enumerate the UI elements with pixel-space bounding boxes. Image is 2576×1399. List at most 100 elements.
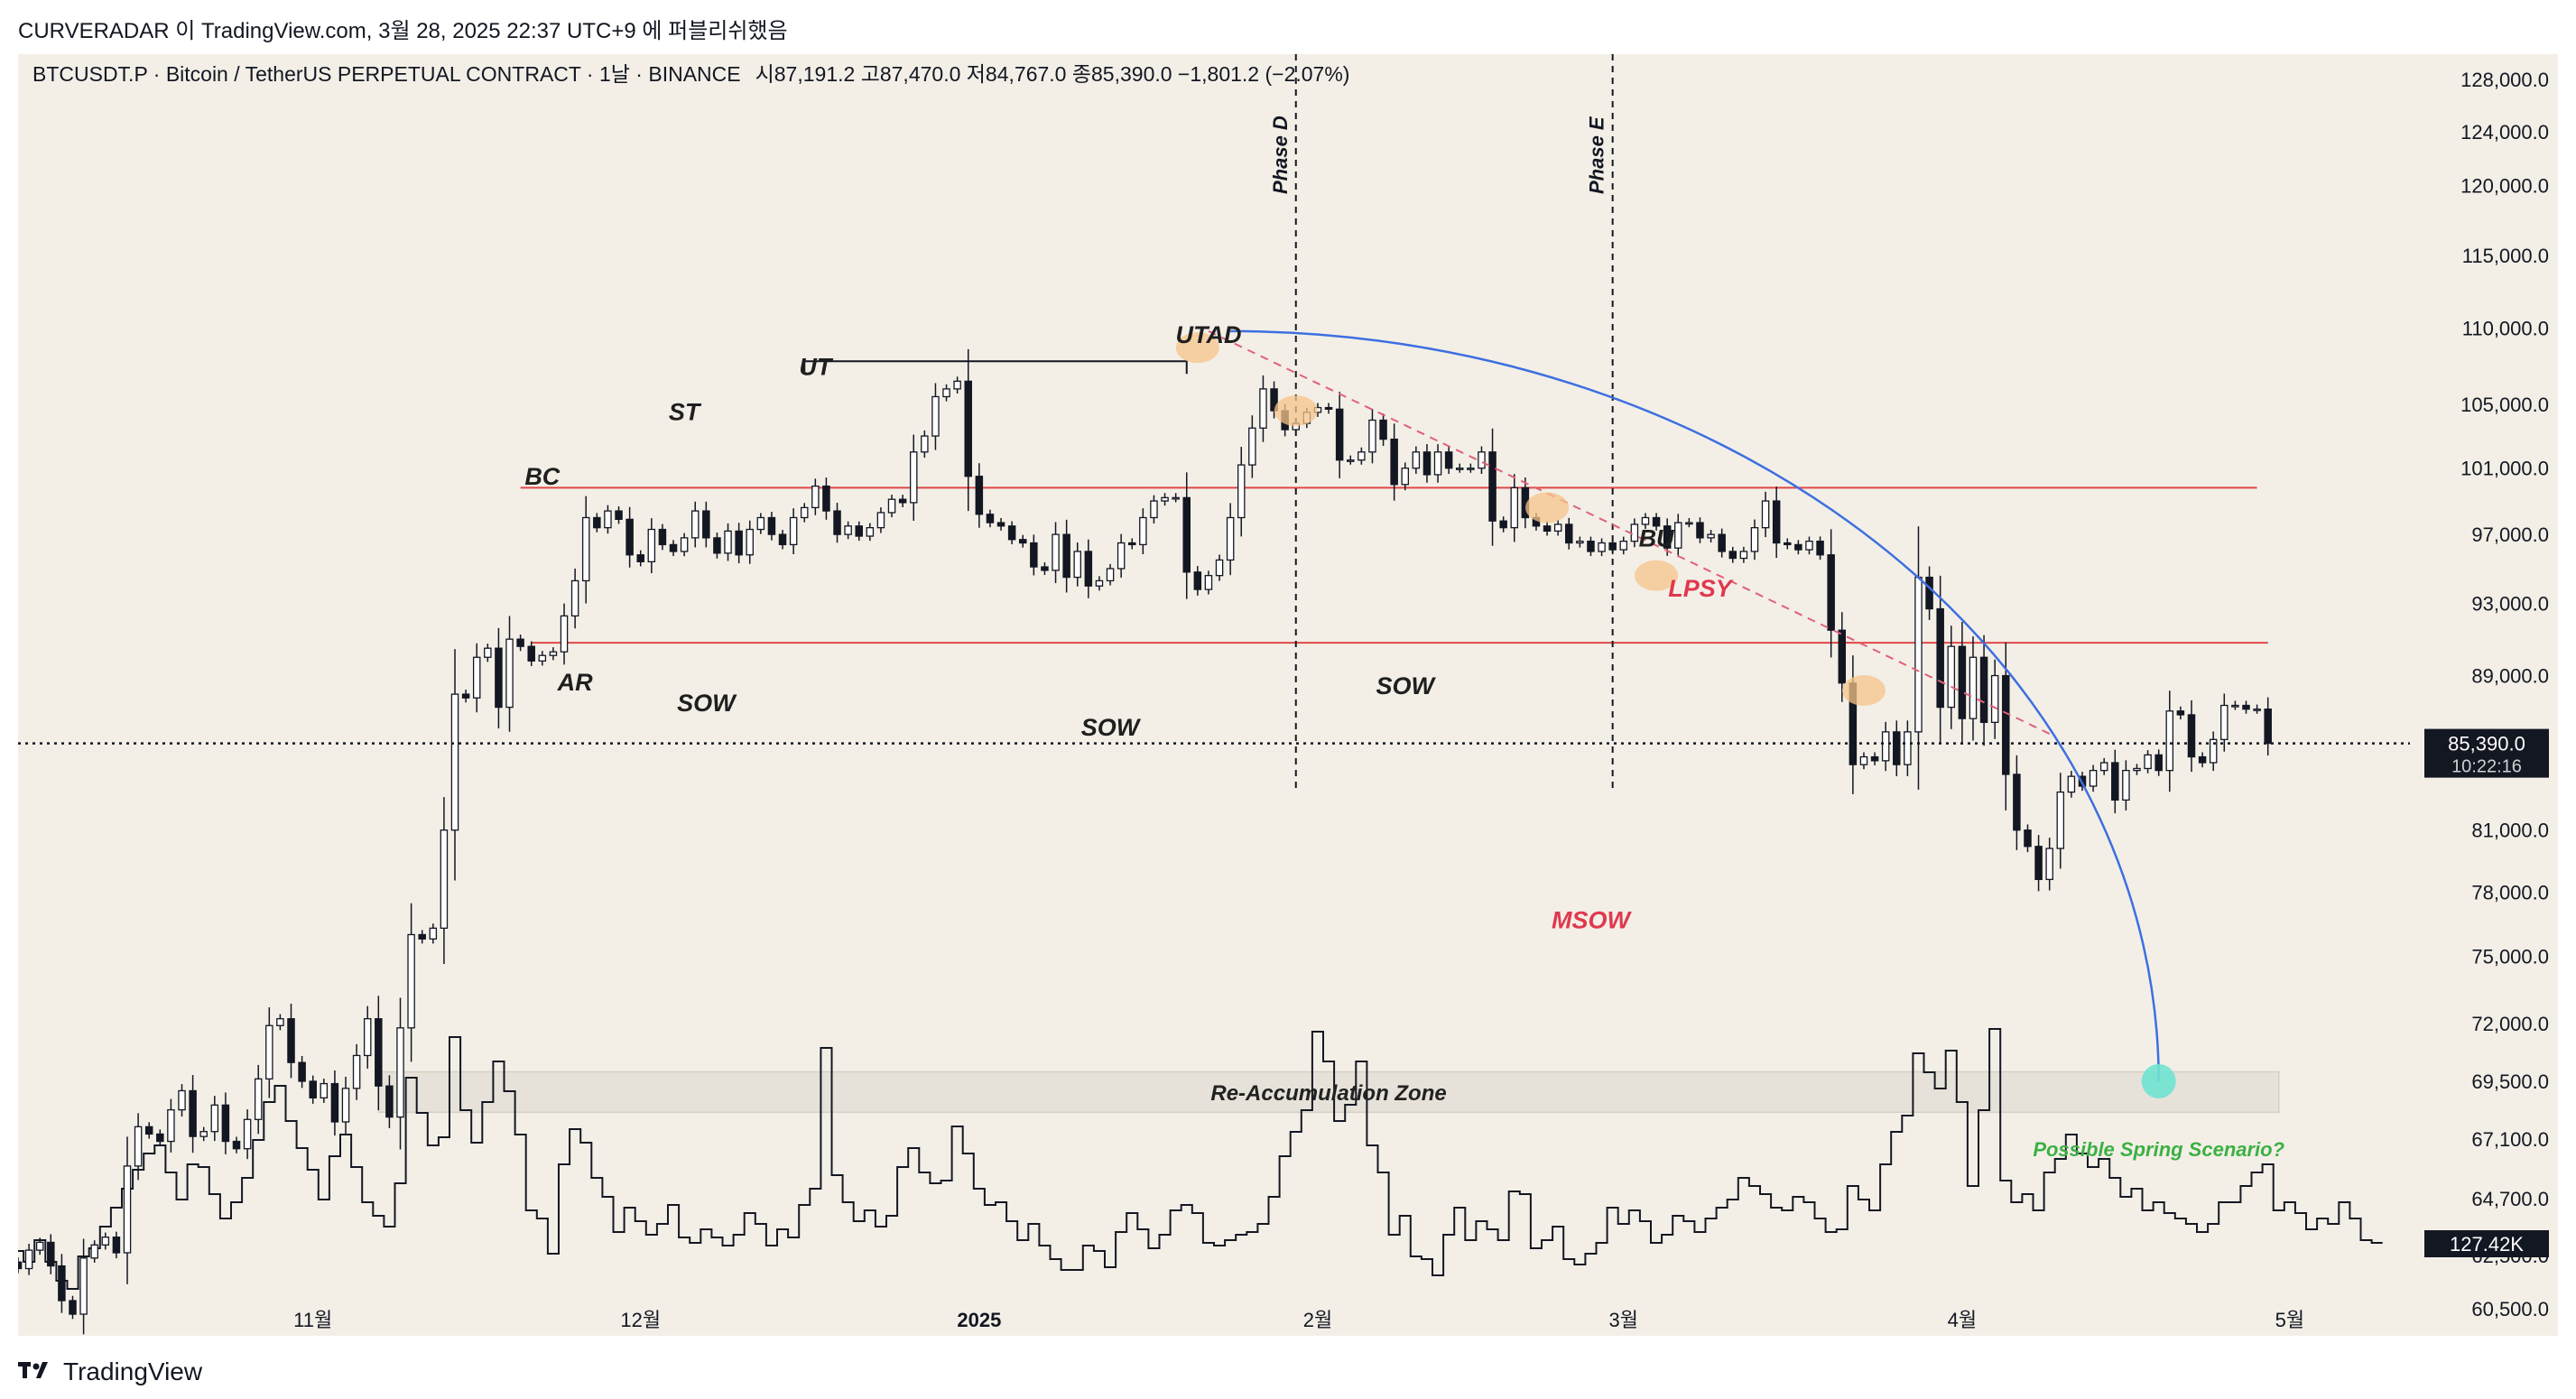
candle (1456, 463, 1464, 473)
candle-body (1018, 539, 1027, 544)
price-tick-label: 115,000.0 (2462, 245, 2549, 267)
candle (1510, 474, 1519, 542)
wyckoff-annotation: SOW (1081, 714, 1142, 741)
wyckoff-annotation: ST (669, 399, 702, 426)
candle (1608, 538, 1617, 555)
tradingview-brand[interactable]: TradingView (63, 1357, 203, 1385)
candle-body (1226, 516, 1235, 561)
candle (724, 523, 732, 561)
candle (375, 996, 383, 1111)
candle-body (1248, 427, 1256, 466)
candle-body (1390, 438, 1398, 486)
candle (581, 496, 590, 604)
candle (35, 1237, 44, 1255)
candle-body (735, 530, 743, 556)
candle-body (2176, 710, 2185, 716)
candle-body (58, 1265, 66, 1302)
price-tick-label: 81,000.0 (2471, 820, 2549, 842)
candle (1095, 576, 1104, 591)
candle (1849, 655, 1858, 794)
candle-body (210, 1104, 219, 1133)
candle (844, 521, 852, 540)
candle-body (1127, 542, 1136, 546)
candle-body (767, 516, 776, 535)
candle-body (538, 654, 547, 662)
price-tick-label: 89,000.0 (2471, 665, 2549, 688)
candle (1805, 536, 1813, 555)
candle-body (1630, 523, 1639, 542)
candle-body (1728, 551, 1737, 560)
chart-area[interactable]: Phase D Phase E Re-Accumulation Zone BC AR S… (12, 54, 2558, 1336)
candle-body (986, 514, 995, 523)
candle (789, 508, 798, 554)
candle (593, 513, 601, 533)
last-price-value: 85,390.0 (2448, 733, 2525, 755)
symbol-info: BTCUSDT.P · Bitcoin / TetherUS PERPETUAL… (32, 62, 1349, 86)
candle (24, 1244, 33, 1275)
candle-body (461, 693, 470, 699)
candle-body (964, 380, 972, 477)
candle-body (1663, 525, 1672, 549)
candle (123, 1136, 132, 1284)
candle-body (232, 1140, 241, 1150)
candle (1379, 413, 1387, 447)
candle-body (2045, 848, 2053, 881)
candle-body (1041, 566, 1049, 571)
candle-body (658, 528, 667, 546)
candle (2242, 700, 2250, 714)
candle (1914, 526, 1923, 790)
candle-body (112, 1237, 121, 1254)
candle (134, 1113, 143, 1181)
candle-body (101, 1237, 110, 1246)
candle (2165, 690, 2174, 792)
candle (1084, 539, 1093, 598)
candle-body (855, 525, 863, 537)
price-tick-label: 124,000.0 (2460, 121, 2549, 144)
price-tick-label: 69,500.0 (2471, 1070, 2549, 1093)
candle-body (2264, 709, 2272, 745)
candle (2111, 749, 2119, 814)
price-chart[interactable]: Phase D Phase E Re-Accumulation Zone BC AR S… (12, 54, 2558, 1336)
candle-body (1510, 486, 1519, 529)
candle-body (516, 638, 524, 647)
candle (2209, 731, 2218, 772)
candle-body (2187, 714, 2196, 758)
candle (1739, 546, 1748, 563)
time-tick-label: 5월 (2275, 1309, 2304, 1331)
candle (866, 523, 875, 542)
candle-body (472, 656, 481, 699)
candle-body (2013, 774, 2021, 831)
candle (1412, 446, 1421, 475)
candle-body (1805, 540, 1813, 551)
candle (1444, 446, 1453, 475)
candle (615, 506, 623, 524)
candle (1259, 375, 1267, 442)
candle-body (1062, 533, 1070, 579)
candle (1052, 522, 1060, 584)
candle (1499, 516, 1507, 533)
candle (1925, 566, 1933, 620)
candle-body (909, 451, 918, 504)
candle-body (1052, 533, 1060, 571)
candle-body (69, 1300, 77, 1315)
candle (1018, 534, 1027, 548)
volume-badge-bg (2424, 1230, 2549, 1257)
candle (2089, 764, 2098, 792)
candle (2034, 835, 2043, 892)
candle-body (1433, 451, 1442, 476)
candle-body (1422, 451, 1432, 476)
candle-body (778, 533, 787, 546)
price-tick-label: 72,000.0 (2471, 1013, 2549, 1035)
candle-body (189, 1089, 197, 1137)
candle-body (79, 1257, 88, 1315)
wyckoff-annotation: MSOW (1552, 906, 1633, 933)
candle (1587, 536, 1595, 557)
candle-body (713, 537, 721, 554)
candle (1784, 538, 1792, 550)
candle (1598, 538, 1606, 557)
candle (1990, 659, 1999, 739)
candle (658, 523, 667, 551)
candle (1182, 472, 1191, 599)
candle-body (625, 518, 634, 556)
candle (276, 1014, 284, 1031)
